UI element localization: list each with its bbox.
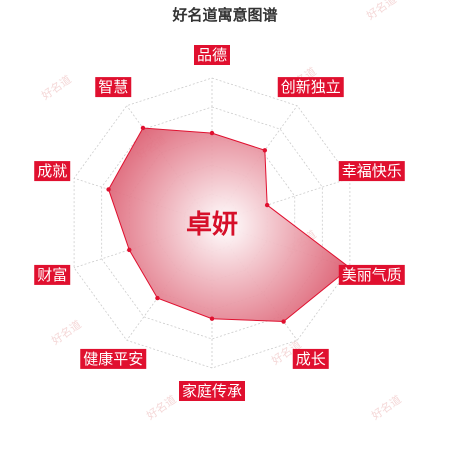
axis-label: 财富: [37, 266, 67, 284]
axis-label: 成就: [37, 162, 67, 180]
data-point: [209, 130, 215, 136]
watermark-text: 好名道: [49, 317, 84, 347]
axis-label-box: [277, 77, 344, 98]
axis-label: 美丽气质: [342, 266, 402, 284]
axis-label-box: [34, 264, 71, 285]
watermark-text: 好名道: [39, 72, 74, 102]
watermark-text: 好名道: [144, 392, 179, 422]
data-point: [262, 148, 268, 153]
data-point: [209, 316, 215, 321]
data-point: [127, 247, 132, 253]
data-point: [264, 202, 270, 208]
center-label: 卓妍: [186, 210, 238, 240]
axis-label-box: [338, 264, 405, 285]
axis-label: 品德: [197, 46, 227, 64]
data-point: [140, 125, 146, 131]
axis-label-box: [292, 348, 329, 369]
axis-label: 健康平安: [83, 350, 143, 368]
axis-label: 创新独立: [281, 78, 341, 96]
axis-label: 成长: [296, 350, 326, 368]
axis-label-box: [34, 161, 71, 182]
data-point: [155, 295, 160, 301]
axis-label: 幸福快乐: [342, 162, 402, 180]
axis-label: 智慧: [98, 78, 128, 96]
data-point: [281, 319, 286, 324]
chart-title: 好名道寓意图谱: [171, 6, 277, 24]
axis-label-box: [338, 161, 405, 182]
axis-label: 家庭传承: [182, 382, 242, 400]
watermark-text: 好名道: [369, 392, 404, 422]
data-point: [106, 187, 111, 192]
axis-label-box: [95, 77, 132, 98]
axis-label-box: [80, 348, 147, 369]
axis-label-box: [194, 45, 230, 65]
axis-label-box: [179, 381, 245, 401]
watermark-text: 好名道: [364, 0, 399, 22]
grid-ring: [101, 106, 323, 340]
